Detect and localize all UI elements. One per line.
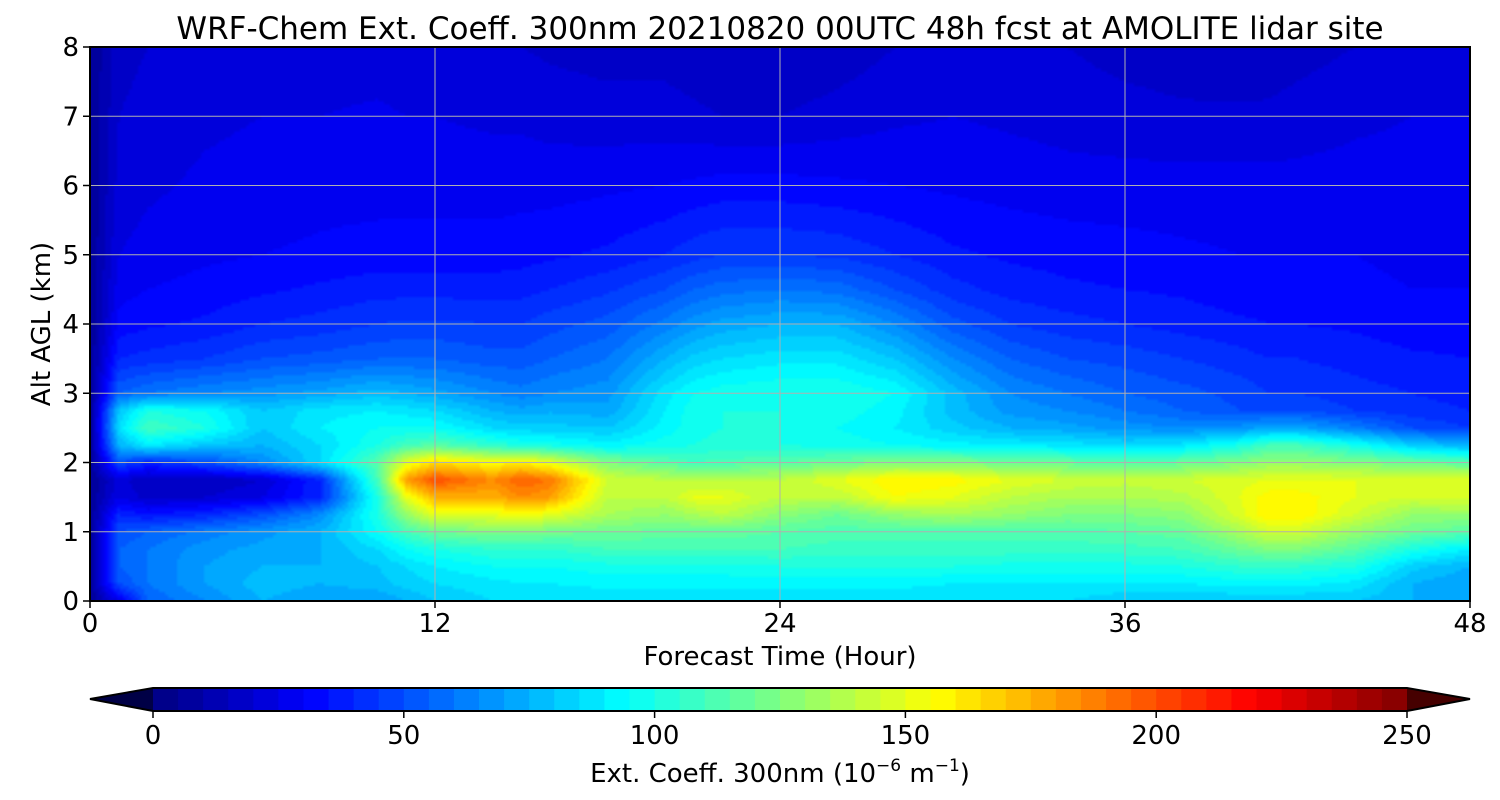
colorbar-extend-low [90, 688, 153, 711]
colorbar-swatches [153, 688, 1408, 711]
colorbar-swatch [754, 688, 781, 711]
colorbar-swatch [1306, 688, 1333, 711]
colorbar-swatch [880, 688, 906, 711]
colorbar-swatch [554, 688, 580, 711]
chart-title: WRF-Chem Ext. Coeff. 300nm 20210820 00UT… [176, 11, 1383, 47]
colorbar-swatch [930, 688, 957, 711]
x-axis: 0 12 24 36 48 [82, 601, 1487, 639]
grid-lines [90, 47, 1470, 601]
colorbar-swatch [303, 688, 330, 711]
colorbar-swatch [403, 688, 430, 711]
colorbar-extend-high [1407, 688, 1470, 711]
colorbar-swatch [228, 688, 254, 711]
colorbar-swatch [1281, 688, 1308, 711]
colorbar-swatch [780, 688, 806, 711]
colorbar-swatch [1131, 688, 1157, 711]
colorbar-swatch [980, 688, 1007, 711]
colorbar-swatch [1156, 688, 1182, 711]
y-axis: 0 1 2 3 4 5 6 7 8 [62, 33, 90, 617]
colorbar-tick-label: 100 [630, 721, 680, 751]
colorbar-swatch [579, 688, 606, 711]
colorbar-swatch [1181, 688, 1207, 711]
y-tick-label: 2 [62, 449, 79, 479]
colorbar-swatch [378, 688, 405, 711]
y-tick-label: 6 [62, 172, 79, 202]
colorbar-swatch [629, 688, 656, 711]
colorbar-swatch [1256, 688, 1283, 711]
colorbar-swatch [529, 688, 555, 711]
colorbar-swatch [729, 688, 756, 711]
colorbar-swatch [1206, 688, 1233, 711]
colorbar-swatch [704, 688, 731, 711]
colorbar-tick-label: 50 [387, 721, 420, 751]
y-tick-label: 4 [62, 310, 79, 340]
y-tick-label: 3 [62, 379, 79, 409]
y-tick-label: 1 [62, 518, 79, 548]
colorbar-swatch [504, 688, 530, 711]
colorbar-swatch [278, 688, 305, 711]
colorbar-swatch [905, 688, 932, 711]
colorbar-swatch [1080, 688, 1107, 711]
colorbar-swatch [1106, 688, 1132, 711]
x-tick-label: 24 [763, 609, 796, 639]
colorbar-swatch [353, 688, 380, 711]
colorbar-tick-label: 150 [881, 721, 931, 751]
colorbar: 0 50 100 150 200 250 Ext. Coeff. 300nm (10−6 … [89, 687, 1471, 789]
y-tick-label: 7 [62, 102, 79, 132]
colorbar-label: Ext. Coeff. 300nm (10−6 m−1) [590, 756, 970, 789]
colorbar-tick-label: 0 [145, 721, 162, 751]
colorbar-swatch [453, 688, 480, 711]
x-tick-label: 0 [82, 609, 99, 639]
y-axis-label: Alt AGL (km) [27, 242, 57, 406]
colorbar-swatch [203, 688, 229, 711]
colorbar-swatch [855, 688, 881, 711]
y-tick-label: 5 [62, 241, 79, 271]
colorbar-ticks: 0 50 100 150 200 250 [145, 711, 1432, 751]
colorbar-swatch [153, 688, 179, 711]
x-tick-label: 48 [1453, 609, 1486, 639]
colorbar-swatch [654, 688, 681, 711]
colorbar-swatch [805, 688, 831, 711]
colorbar-swatch [1356, 688, 1383, 711]
x-axis-label: Forecast Time (Hour) [643, 642, 916, 672]
colorbar-swatch [679, 688, 706, 711]
colorbar-tick-label: 200 [1131, 721, 1181, 751]
y-tick-label: 8 [62, 33, 79, 63]
x-tick-label: 12 [418, 609, 451, 639]
colorbar-swatch [1231, 688, 1258, 711]
colorbar-swatch [1005, 688, 1032, 711]
colorbar-swatch [1331, 688, 1358, 711]
colorbar-swatch [479, 688, 505, 711]
x-tick-label: 36 [1108, 609, 1141, 639]
colorbar-swatch [1381, 688, 1408, 711]
colorbar-swatch [253, 688, 279, 711]
colorbar-swatch [830, 688, 856, 711]
colorbar-swatch [428, 688, 455, 711]
colorbar-swatch [328, 688, 355, 711]
colorbar-swatch [604, 688, 631, 711]
colorbar-swatch [955, 688, 982, 711]
colorbar-swatch [1030, 688, 1057, 711]
y-tick-label: 0 [62, 587, 79, 617]
colorbar-tick-label: 250 [1382, 721, 1432, 751]
colorbar-swatch [178, 688, 204, 711]
colorbar-swatch [1055, 688, 1082, 711]
